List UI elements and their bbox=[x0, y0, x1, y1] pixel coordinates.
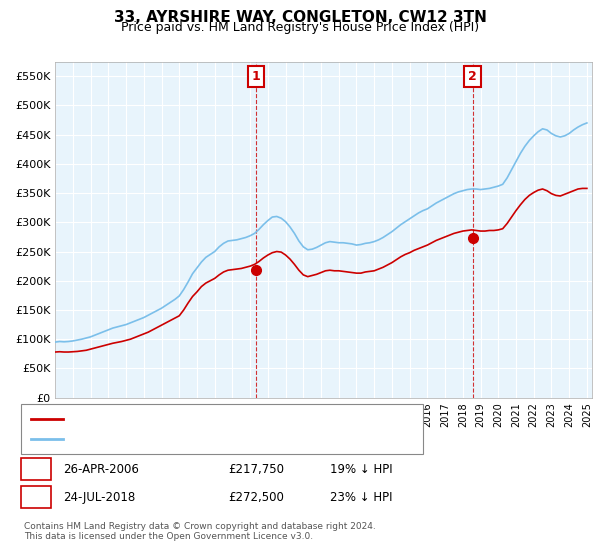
Text: HPI: Average price, detached house, Cheshire East: HPI: Average price, detached house, Ches… bbox=[67, 434, 332, 444]
Text: 33, AYRSHIRE WAY, CONGLETON, CW12 3TN (detached house): 33, AYRSHIRE WAY, CONGLETON, CW12 3TN (d… bbox=[67, 414, 392, 424]
Text: 24-JUL-2018: 24-JUL-2018 bbox=[63, 491, 135, 504]
Text: 19% ↓ HPI: 19% ↓ HPI bbox=[330, 463, 392, 476]
Text: 33, AYRSHIRE WAY, CONGLETON, CW12 3TN: 33, AYRSHIRE WAY, CONGLETON, CW12 3TN bbox=[113, 10, 487, 25]
Text: 1: 1 bbox=[251, 70, 260, 83]
Text: 1: 1 bbox=[32, 463, 40, 476]
Text: 2: 2 bbox=[468, 70, 477, 83]
Text: Contains HM Land Registry data © Crown copyright and database right 2024.
This d: Contains HM Land Registry data © Crown c… bbox=[24, 522, 376, 542]
Text: £217,750: £217,750 bbox=[228, 463, 284, 476]
Text: 26-APR-2006: 26-APR-2006 bbox=[63, 463, 139, 476]
Text: 2: 2 bbox=[32, 491, 40, 504]
Text: 23% ↓ HPI: 23% ↓ HPI bbox=[330, 491, 392, 504]
Text: £272,500: £272,500 bbox=[228, 491, 284, 504]
Text: Price paid vs. HM Land Registry's House Price Index (HPI): Price paid vs. HM Land Registry's House … bbox=[121, 21, 479, 34]
